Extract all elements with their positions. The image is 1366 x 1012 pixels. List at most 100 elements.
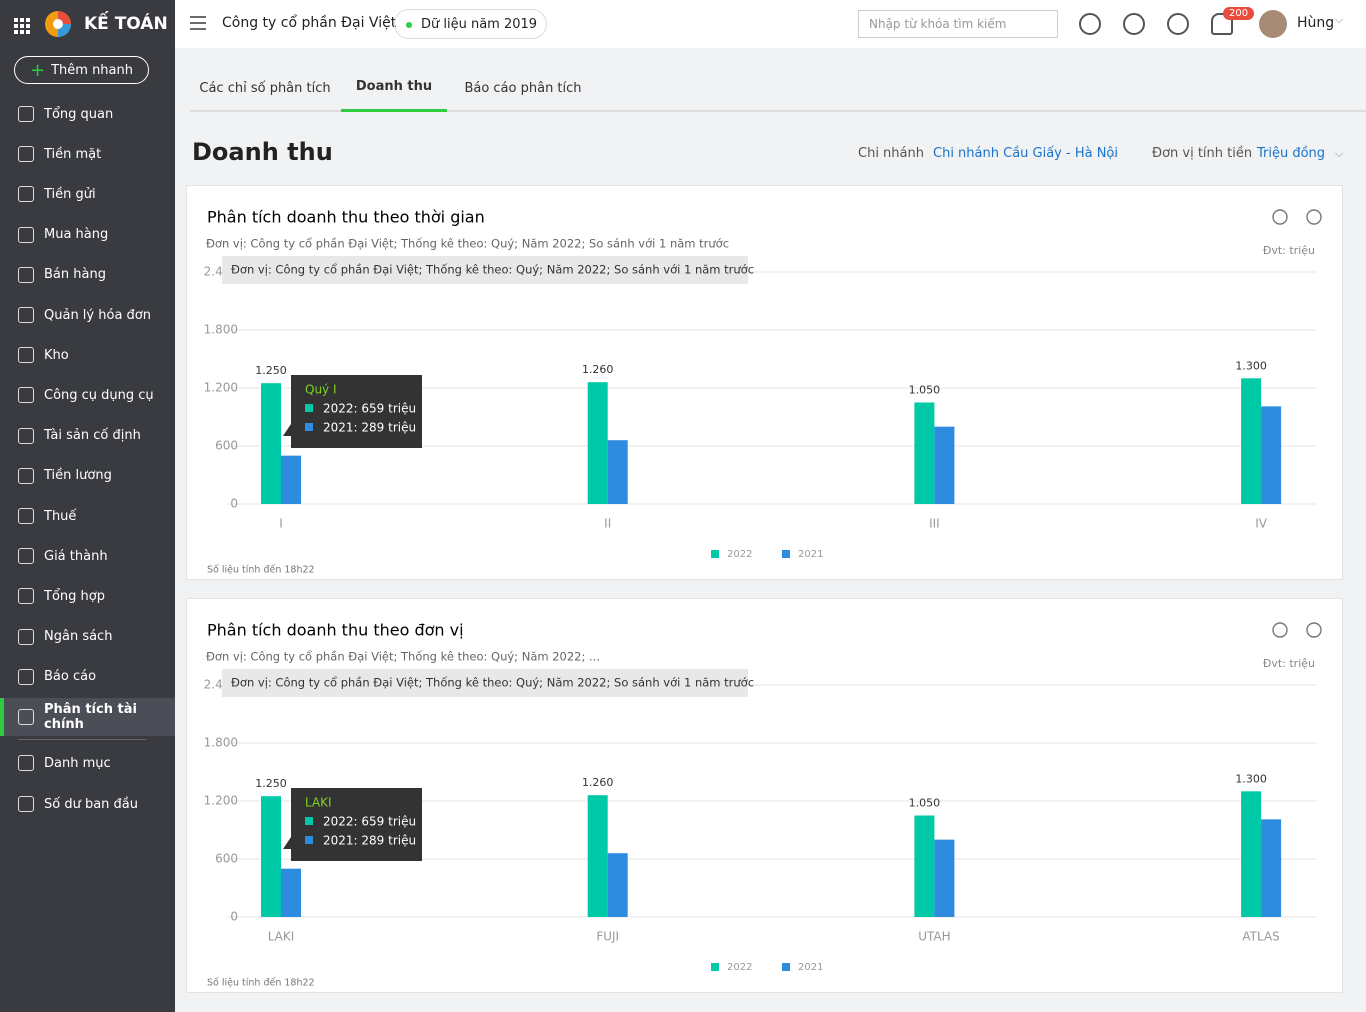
chart-title: Phân tích doanh thu theo thời gian [207, 208, 485, 227]
legend-swatch [711, 550, 719, 558]
quick-add-label: Thêm nhanh [51, 62, 133, 78]
nav-icon [18, 467, 34, 484]
tab[interactable]: Báo cáo phân tích [464, 80, 582, 96]
nav-item[interactable]: Tiền gửi [0, 175, 175, 213]
user-name[interactable]: Hùng [1297, 15, 1335, 31]
tab[interactable]: Các chỉ số phân tích [199, 80, 331, 96]
bar [914, 815, 935, 917]
tooltip-swatch [305, 423, 313, 431]
tooltip-swatch [305, 404, 313, 412]
hover-note: Đơn vị: Công ty cổ phần Đại Việt; Thống … [231, 676, 754, 690]
separator [18, 739, 146, 740]
quick-add-button[interactable]: + Thêm nhanh [14, 56, 149, 84]
footnote: Số liệu tính đến 18h22 [207, 565, 315, 576]
legend-label: 2022 [727, 549, 752, 560]
bar [281, 868, 301, 917]
legend-swatch [711, 963, 719, 971]
nav-label: Tổng quan [44, 106, 114, 122]
tooltip-line: 2021: 289 triệu [323, 421, 416, 435]
y-tick-label: 600 [215, 852, 238, 866]
branch-label: Chi nhánh [858, 146, 924, 161]
tooltip-line: 2022: 659 triệu [323, 402, 416, 416]
data-label: 1.260 [582, 776, 614, 789]
nav-item[interactable]: Báo cáo [0, 658, 175, 696]
branch-select[interactable]: Chi nhánh Cầu Giấy - Hà Nội [933, 146, 1118, 161]
nav-item[interactable]: Số dư ban đầu [0, 785, 175, 823]
data-label: 1.050 [909, 797, 941, 810]
chevron: ⌵ [1335, 147, 1344, 160]
nav-item[interactable]: Thuế [0, 497, 175, 535]
nav-item[interactable]: Giá thành [0, 537, 175, 575]
currency-select[interactable]: Triệu đồng [1257, 146, 1326, 161]
bar [934, 839, 955, 917]
nav-item[interactable]: Quản lý hóa đơn [0, 296, 175, 334]
chat-icon[interactable] [1123, 13, 1145, 35]
chart: Phân tích doanh thu theo thời gian Đơn vị… [204, 208, 1322, 576]
x-tick-label: ATLAS [1242, 930, 1279, 944]
nav-label: Kho [44, 347, 69, 363]
unit-label: Đvt: triệu [1263, 657, 1315, 670]
nav-item[interactable]: Tiền lương [0, 457, 175, 495]
chart: Phân tích doanh thu theo đơn vị Đơn vị: C… [204, 621, 1322, 989]
tooltip-line: 2021: 289 triệu [323, 834, 416, 848]
legend-label: 2021 [798, 962, 823, 973]
bar [1261, 819, 1282, 917]
legend-swatch [782, 550, 790, 558]
nav-icon [18, 186, 34, 203]
nav-label: Giá thành [44, 548, 108, 564]
x-tick-label: IV [1255, 517, 1268, 531]
nav-item[interactable]: Tổng quan [0, 95, 175, 133]
nav-icon [18, 508, 34, 524]
x-tick-label: LAKI [268, 930, 295, 944]
nav-icon [18, 668, 34, 685]
tooltip-pointer [283, 837, 291, 849]
tooltip-title: LAKI [305, 796, 332, 810]
nav-label: Tiền gửi [44, 186, 96, 202]
bar [934, 426, 955, 504]
unit-label: Đvt: triệu [1263, 244, 1315, 257]
chevron: ⌵ [1335, 13, 1344, 26]
chart-subtitle: Đơn vị: Công ty cổ phần Đại Việt; Thống … [206, 650, 600, 664]
refresh-icon [1272, 622, 1288, 638]
nav-item[interactable]: Tiền mặt [0, 135, 175, 173]
nav-icon [18, 427, 34, 444]
nav-icon [18, 226, 34, 243]
settings-icon[interactable] [1079, 13, 1101, 35]
avatar[interactable] [1259, 10, 1287, 38]
nav-item[interactable]: Phân tích tài chính [0, 698, 175, 736]
nav-item[interactable]: Tài sản cố định [0, 417, 175, 455]
data-year[interactable]: Dữ liệu năm 2019 [394, 9, 547, 39]
sidebar: KẾ TOÁN + Thêm nhanh Tổng quan Tiền mặt Tiề… [0, 0, 175, 1012]
company-name[interactable]: Công ty cổ phần Đại Việt [222, 15, 397, 31]
bar [261, 383, 281, 504]
nav-item[interactable]: Ngân sách [0, 618, 175, 656]
help-icon[interactable] [1167, 13, 1189, 35]
refresh-icon [1272, 209, 1288, 225]
data-label: 1.260 [582, 363, 614, 376]
settings-icon [1306, 622, 1322, 638]
nav-item[interactable]: Bán hàng [0, 256, 175, 294]
chart-card: Phân tích doanh thu theo đơn vị Đơn vị: C… [186, 598, 1343, 993]
y-tick-label: 1.200 [204, 381, 238, 395]
tab[interactable]: Doanh thu [341, 64, 447, 112]
legend-swatch [782, 963, 790, 971]
bell-icon[interactable] [1211, 13, 1233, 35]
nav-label: Tiền lương [44, 468, 112, 484]
search-input[interactable]: Nhập từ khóa tìm kiếm [858, 10, 1058, 38]
nav-item[interactable]: Danh mục [0, 744, 175, 782]
x-tick-label: FUJI [596, 930, 619, 944]
bar [1261, 406, 1282, 504]
nav-item[interactable]: Tổng hợp [0, 577, 175, 615]
menu-icon[interactable] [190, 16, 206, 30]
notification-badge: 200 [1223, 7, 1255, 20]
nav-item[interactable]: Mua hàng [0, 216, 175, 254]
y-tick-label: 0 [230, 497, 238, 511]
nav-label: Danh mục [44, 755, 111, 771]
tooltip-line: 2022: 659 triệu [323, 815, 416, 829]
nav-item[interactable]: Kho [0, 336, 175, 374]
nav-item[interactable]: Công cụ dụng cụ [0, 376, 175, 414]
nav-label: Tiền mặt [44, 146, 102, 162]
nav-icon [18, 146, 34, 163]
x-tick-label: UTAH [918, 930, 950, 944]
